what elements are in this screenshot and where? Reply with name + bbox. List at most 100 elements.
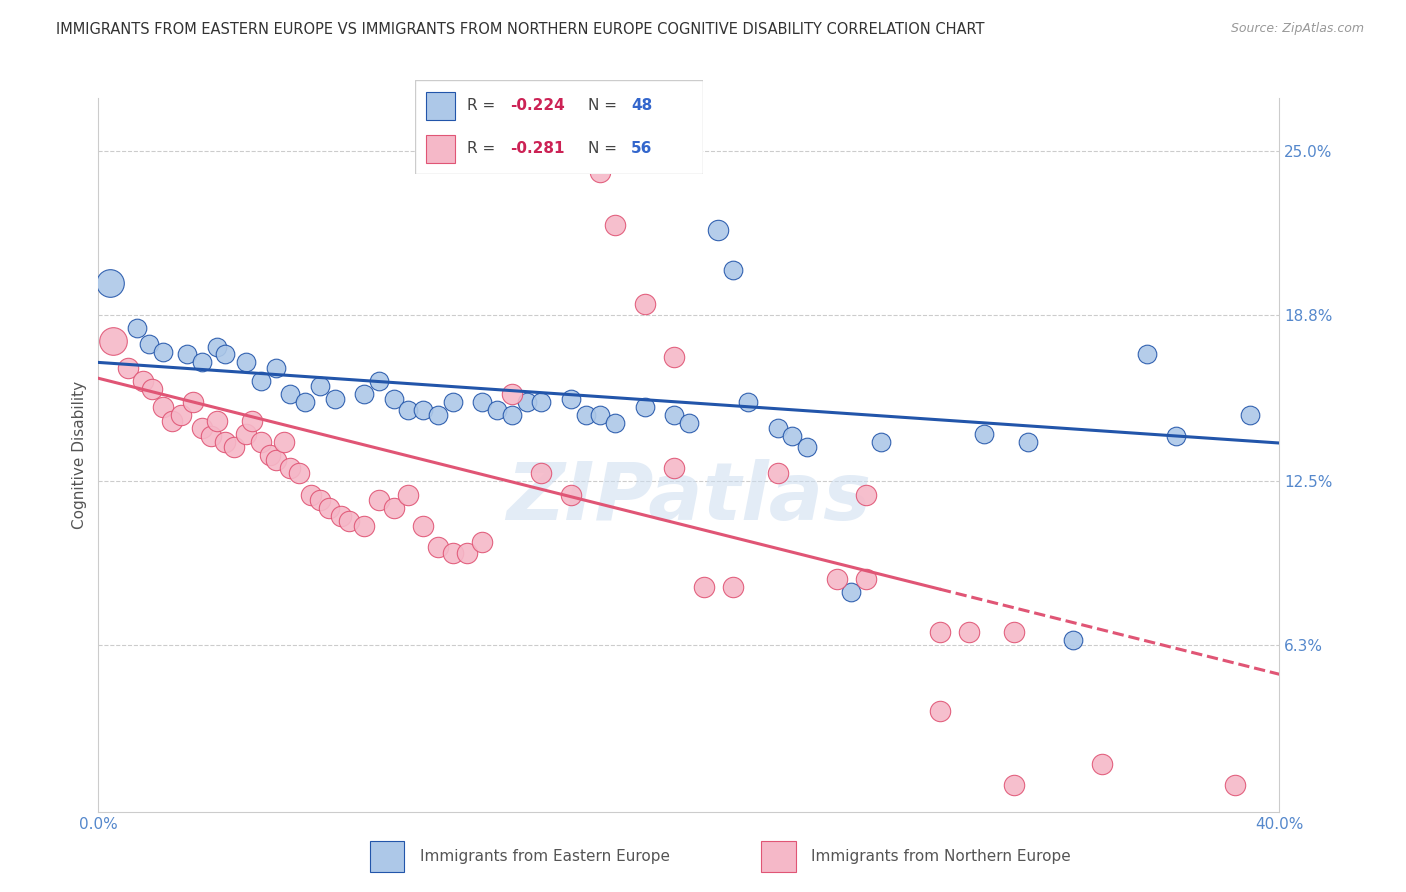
Point — [264, 360, 287, 375]
Y-axis label: Cognitive Disability: Cognitive Disability — [72, 381, 87, 529]
Point — [224, 440, 246, 454]
Point — [309, 492, 332, 507]
Point — [278, 461, 302, 475]
Point — [98, 276, 121, 290]
Point — [278, 387, 302, 401]
Point — [240, 413, 263, 427]
Point — [103, 334, 125, 349]
Text: -0.281: -0.281 — [510, 141, 564, 156]
Text: R =: R = — [467, 98, 499, 113]
Point — [605, 416, 627, 430]
FancyBboxPatch shape — [426, 92, 456, 120]
Point — [200, 429, 222, 443]
Point — [264, 453, 287, 467]
Point — [574, 409, 596, 423]
Point — [353, 519, 375, 533]
Point — [382, 392, 405, 407]
Point — [501, 387, 523, 401]
Point — [471, 395, 494, 409]
Point — [288, 467, 311, 481]
Point — [441, 395, 464, 409]
Point — [959, 625, 981, 640]
Point — [412, 403, 434, 417]
Point — [530, 395, 553, 409]
Point — [170, 409, 193, 423]
Point — [693, 580, 716, 594]
Point — [191, 355, 214, 369]
Point — [138, 337, 160, 351]
Point — [928, 625, 950, 640]
Text: Immigrants from Eastern Europe: Immigrants from Eastern Europe — [419, 849, 669, 863]
Point — [412, 519, 434, 533]
Point — [1091, 757, 1114, 772]
Point — [235, 426, 257, 441]
Point — [125, 321, 148, 335]
Point — [329, 508, 352, 523]
Point — [250, 374, 273, 388]
Point — [1239, 409, 1261, 423]
Point — [152, 344, 174, 359]
Point — [318, 500, 340, 515]
Point — [214, 347, 236, 361]
Point — [973, 426, 995, 441]
Point — [855, 487, 877, 501]
Point — [117, 360, 139, 375]
Text: Source: ZipAtlas.com: Source: ZipAtlas.com — [1230, 22, 1364, 36]
Point — [707, 223, 730, 237]
Point — [678, 416, 700, 430]
Point — [766, 421, 789, 435]
Point — [1017, 434, 1039, 449]
Point — [235, 355, 257, 369]
Point — [1002, 778, 1025, 792]
Text: R =: R = — [467, 141, 499, 156]
Point — [633, 401, 655, 415]
Point — [721, 580, 744, 594]
Text: IMMIGRANTS FROM EASTERN EUROPE VS IMMIGRANTS FROM NORTHERN EUROPE COGNITIVE DISA: IMMIGRANTS FROM EASTERN EUROPE VS IMMIGR… — [56, 22, 984, 37]
FancyBboxPatch shape — [426, 135, 456, 162]
Point — [1002, 625, 1025, 640]
Point — [353, 387, 375, 401]
Point — [766, 467, 789, 481]
Point — [141, 382, 163, 396]
Text: Immigrants from Northern Europe: Immigrants from Northern Europe — [811, 849, 1071, 863]
Point — [456, 546, 478, 560]
Point — [1223, 778, 1246, 792]
Point — [721, 263, 744, 277]
Point — [368, 374, 391, 388]
Text: ZIPatlas: ZIPatlas — [506, 458, 872, 537]
Point — [427, 541, 450, 555]
Point — [1135, 347, 1157, 361]
FancyBboxPatch shape — [370, 840, 405, 872]
Point — [664, 350, 686, 364]
Text: N =: N = — [588, 141, 621, 156]
Point — [664, 409, 686, 423]
Point — [589, 165, 612, 179]
FancyBboxPatch shape — [415, 80, 703, 174]
Point — [309, 379, 332, 393]
Point — [855, 572, 877, 586]
Point — [162, 413, 183, 427]
Text: 48: 48 — [631, 98, 652, 113]
Point — [382, 500, 405, 515]
Point — [152, 401, 174, 415]
Point — [782, 429, 804, 443]
Point — [633, 297, 655, 311]
Text: N =: N = — [588, 98, 621, 113]
Point — [589, 409, 612, 423]
Point — [205, 340, 228, 354]
Point — [796, 440, 818, 454]
Point — [294, 395, 316, 409]
Point — [337, 514, 360, 528]
Point — [273, 434, 295, 449]
Point — [530, 467, 553, 481]
Point — [737, 395, 759, 409]
Point — [396, 487, 419, 501]
Point — [560, 392, 582, 407]
Point — [825, 572, 848, 586]
Point — [205, 413, 228, 427]
Point — [1062, 632, 1084, 647]
Point — [259, 448, 281, 462]
Point — [368, 492, 391, 507]
Point — [323, 392, 346, 407]
Point — [486, 403, 509, 417]
